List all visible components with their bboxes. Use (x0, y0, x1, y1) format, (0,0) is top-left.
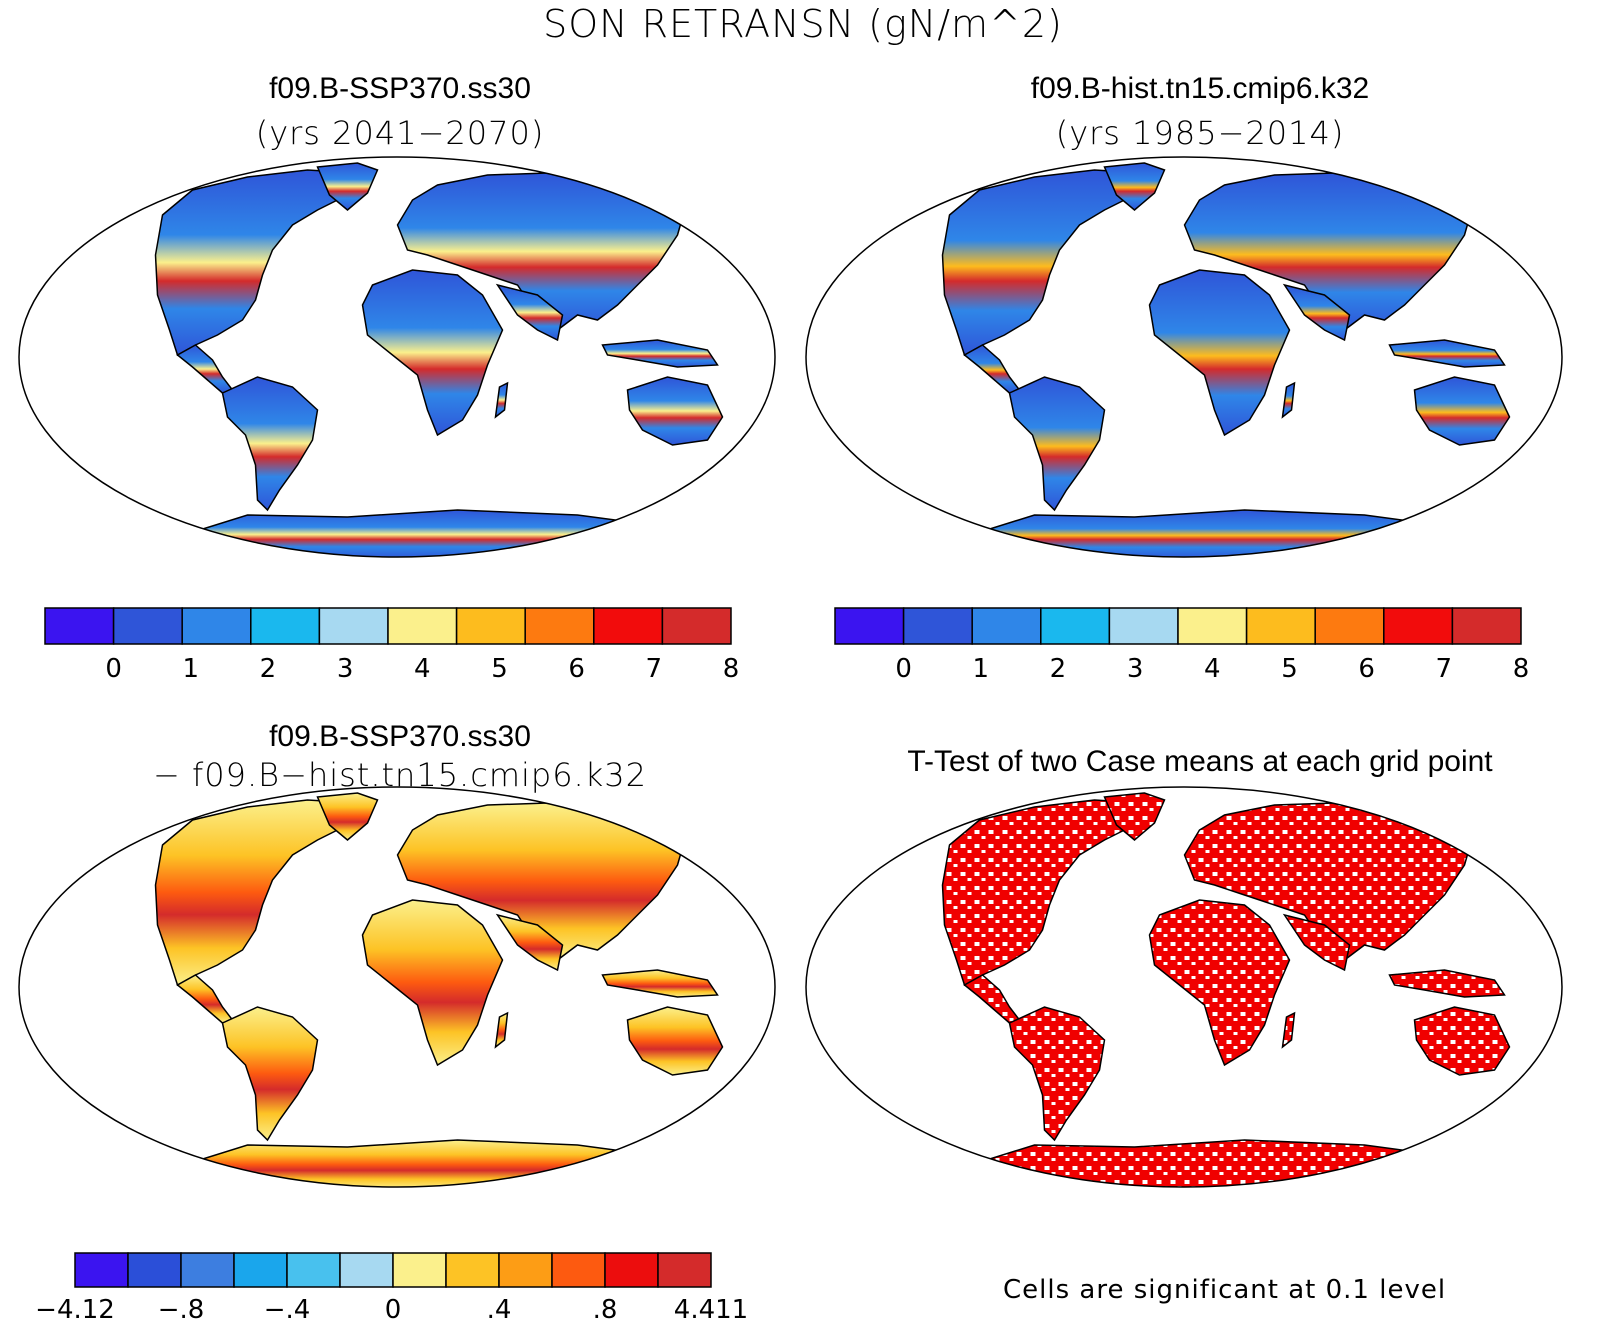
colorbar-tick-label: 8 (723, 654, 740, 680)
colorbar-swatch (1245, 607, 1316, 645)
panel-2-subtitle: (yrs 1985−2014) (1055, 114, 1345, 152)
map-panel-3 (18, 786, 776, 1188)
colorbar-swatch (604, 1252, 659, 1288)
colorbar-tick-label: 2 (1050, 654, 1067, 680)
colorbar-tick-label: .4 (487, 1295, 512, 1323)
colorbar-tick-label: 8 (1513, 654, 1530, 680)
colorbar-panel-1: 0 1 2 3 4 5 6 7 8 (44, 607, 740, 680)
panel-4-title: T-Test of two Case means at each grid po… (907, 745, 1493, 778)
figure-title: SON RETRANSN (gN/m^2) (543, 2, 1063, 46)
colorbar-swatch (445, 1252, 500, 1288)
colorbar-swatch (834, 607, 905, 645)
colorbar-swatch (1177, 607, 1248, 645)
colorbar-tick-label: 5 (1281, 654, 1298, 680)
significance-note: Cells are significant at 0.1 level (1003, 1275, 1447, 1305)
colorbar-swatch (44, 607, 115, 645)
colorbar-swatch (593, 607, 664, 645)
colorbar-swatch (1314, 607, 1385, 645)
colorbar-swatch (127, 1252, 182, 1288)
panel-1-title: f09.B-SSP370.ss30 (269, 72, 531, 105)
colorbar-swatch (971, 607, 1042, 645)
colorbar-swatch (387, 607, 458, 645)
colorbar-tick-label: 7 (1436, 654, 1453, 680)
map-panel-1 (18, 156, 776, 558)
colorbar-tick-label: 0 (105, 654, 122, 680)
map-panel-2 (805, 156, 1563, 558)
colorbar-tick-label: 4 (414, 654, 431, 680)
colorbar-swatch (181, 607, 252, 645)
colorbar-swatch (286, 1252, 341, 1288)
colorbar-swatch (180, 1252, 235, 1288)
colorbar-tick-label: 5 (491, 654, 508, 680)
panel-1-subtitle: (yrs 2041−2070) (255, 114, 545, 152)
colorbar-swatch (339, 1252, 394, 1288)
colorbar-swatch (455, 607, 526, 645)
colorbar-swatch (1451, 607, 1522, 645)
colorbar-swatch (551, 1252, 606, 1288)
colorbar-tick-label: −.4 (264, 1295, 311, 1323)
colorbar-swatch (112, 607, 183, 645)
colorbar-swatch (1040, 607, 1111, 645)
colorbar-swatch (902, 607, 973, 645)
colorbar-swatch (524, 607, 595, 645)
colorbar-tick-label: 3 (1127, 654, 1144, 680)
colorbar-swatch (657, 1252, 712, 1288)
colorbar-tick-label: 0 (895, 654, 912, 680)
colorbar-panel-3: −4.12 −.8 −.4 0 .4 .8 4.411 (35, 1252, 748, 1323)
colorbar-panel-2: 0 1 2 3 4 5 6 7 8 (834, 607, 1530, 680)
panel-2-title: f09.B-hist.tn15.cmip6.k32 (1030, 72, 1370, 105)
colorbar-tick-label: 3 (337, 654, 354, 680)
colorbar-tick-label: −.8 (158, 1295, 205, 1323)
colorbar-tick-label: 1 (183, 654, 200, 680)
colorbar-tick-label: −4.12 (35, 1295, 115, 1323)
colorbar-swatch (318, 607, 389, 645)
colorbar-swatch (233, 1252, 288, 1288)
colorbar-tick-label: 6 (568, 654, 585, 680)
map-panel-4 (805, 786, 1563, 1188)
colorbar-tick-label: 6 (1358, 654, 1375, 680)
colorbar-swatch (498, 1252, 553, 1288)
colorbar-tick-label: .8 (593, 1295, 618, 1323)
colorbar-swatch (74, 1252, 129, 1288)
colorbar-swatch (250, 607, 321, 645)
colorbar-tick-label: 7 (646, 654, 663, 680)
colorbar-tick-label: 2 (260, 654, 277, 680)
panel-3-title: f09.B-SSP370.ss30 (269, 720, 531, 753)
colorbar-swatch (1108, 607, 1179, 645)
colorbar-tick-label: 0 (385, 1295, 402, 1323)
colorbar-tick-label: 4.411 (674, 1295, 748, 1323)
colorbar-tick-label: 1 (973, 654, 990, 680)
colorbar-swatch (392, 1252, 447, 1288)
colorbar-swatch (661, 607, 732, 645)
colorbar-tick-label: 4 (1204, 654, 1221, 680)
colorbar-swatch (1383, 607, 1454, 645)
